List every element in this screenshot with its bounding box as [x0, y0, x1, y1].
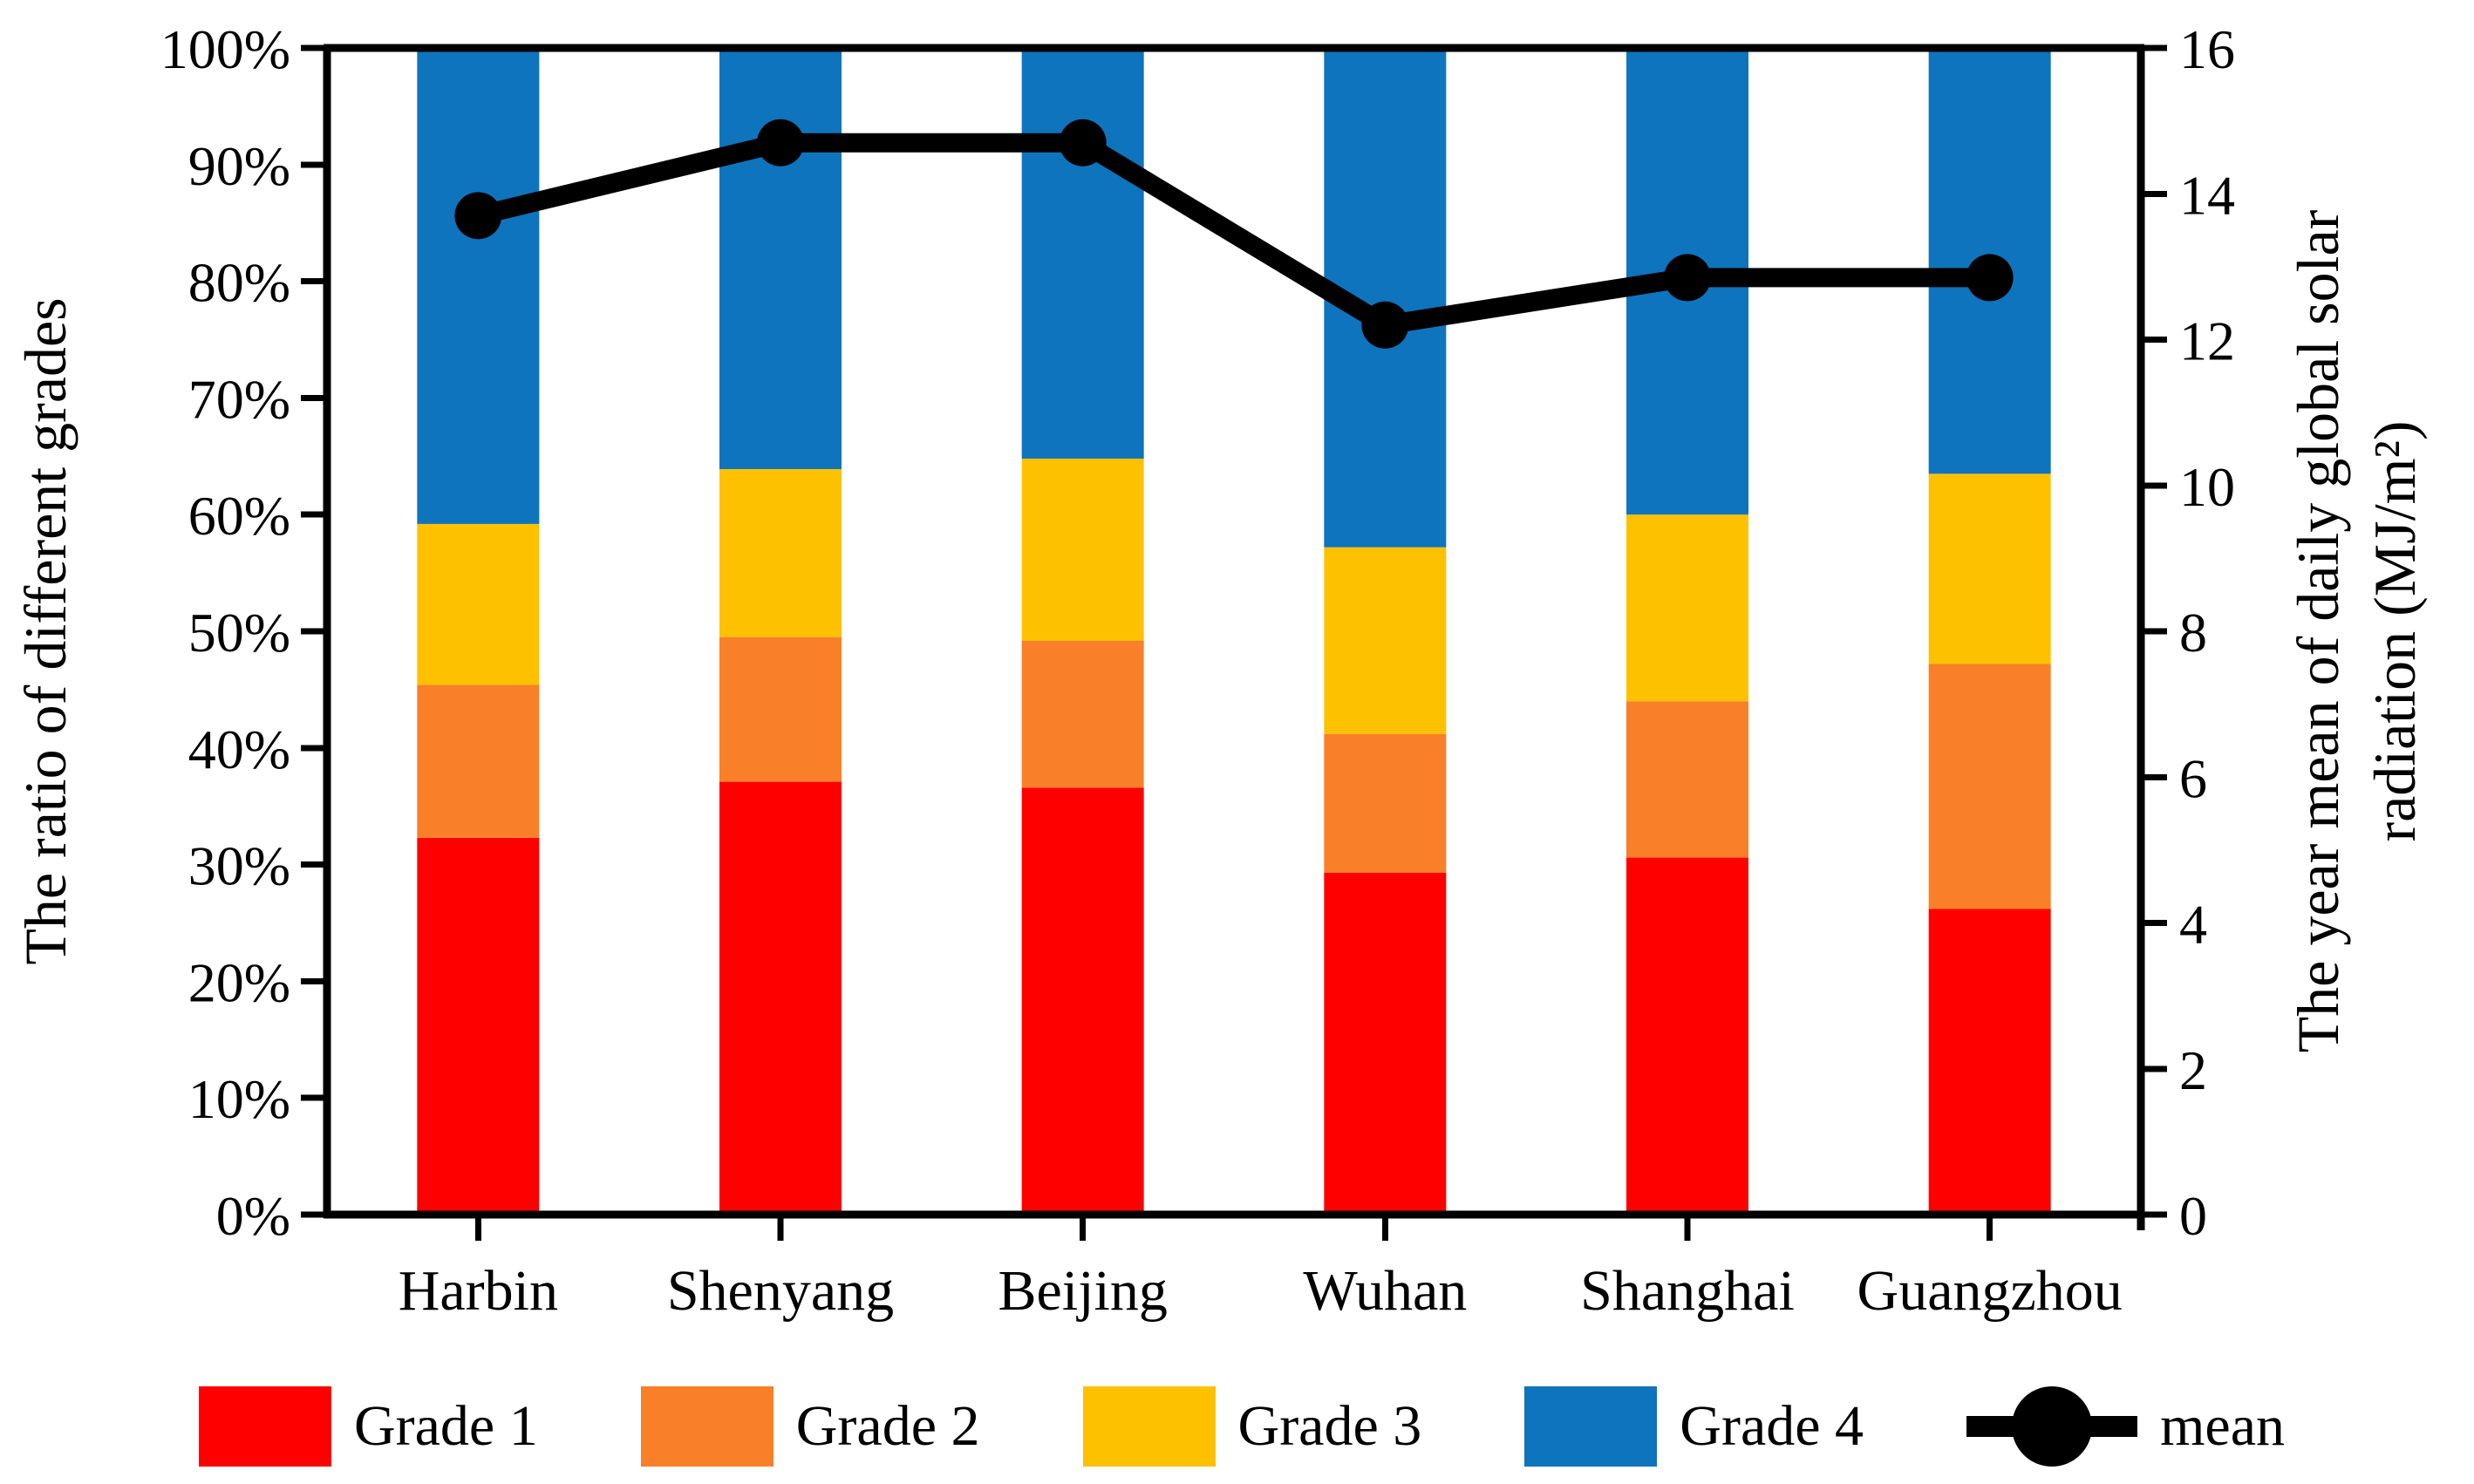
- legend-label-grade-3: Grade 3: [1237, 1394, 1422, 1458]
- left-axis-tick-label: 20%: [188, 951, 290, 1013]
- left-axis-tick-label: 30%: [188, 835, 290, 897]
- left-axis-title: The ratio of different grades: [12, 297, 78, 965]
- left-axis-tick-label: 90%: [188, 135, 290, 197]
- right-axis-title-line1: The year mean of daily global solar: [2285, 209, 2351, 1053]
- bar-segment-grade-3-harbin: [417, 523, 540, 685]
- right-axis-tick-label: 16: [2179, 18, 2235, 80]
- mean-point-guangzhou: [1966, 254, 2014, 302]
- mean-point-wuhan: [1361, 301, 1409, 349]
- left-axis-tick-label: 100%: [160, 18, 290, 80]
- left-axis-tick-label: 80%: [188, 252, 290, 314]
- bar-segment-grade-2-guangzhou: [1928, 664, 2051, 909]
- mean-glyph-dot: [2012, 1386, 2093, 1467]
- right-axis-title: The year mean of daily global solar radi…: [2280, 21, 2433, 1242]
- left-axis-tick-label: 0%: [216, 1185, 290, 1247]
- mean-point-beijing: [1059, 119, 1107, 167]
- legend-label-grade-4: Grade 4: [1680, 1394, 1864, 1458]
- left-axis-tick-label: 50%: [188, 602, 290, 664]
- bar-segment-grade-3-guangzhou: [1928, 473, 2051, 664]
- legend-item-grade-2: Grade 2: [640, 1383, 980, 1470]
- legend-item-mean: mean: [1966, 1383, 2285, 1470]
- bar-segment-grade-1-shenyang: [719, 781, 842, 1215]
- bar-segment-grade-1-shanghai: [1626, 857, 1748, 1215]
- legend-swatch-grade-2: [640, 1386, 774, 1467]
- mean-point-shanghai: [1664, 254, 1711, 302]
- bar-segment-grade-1-beijing: [1021, 787, 1144, 1215]
- legend-item-grade-1: Grade 1: [199, 1383, 538, 1470]
- legend-item-grade-3: Grade 3: [1082, 1383, 1422, 1470]
- right-axis-tick-label: 8: [2179, 602, 2207, 664]
- left-axis-tick-label: 60%: [188, 485, 290, 547]
- bar-segment-grade-1-harbin: [417, 837, 540, 1215]
- bar-segment-grade-1-guangzhou: [1928, 909, 2051, 1215]
- bar-segment-grade-4-beijing: [1021, 48, 1144, 459]
- right-axis-tick-label: 0: [2179, 1185, 2207, 1247]
- bar-segment-grade-3-shenyang: [719, 469, 842, 637]
- mean-point-harbin: [454, 192, 502, 240]
- right-axis-tick-label: 6: [2179, 747, 2207, 809]
- x-axis-label-harbin: Harbin: [399, 1259, 558, 1323]
- x-axis-label-guangzhou: Guangzhou: [1857, 1259, 2123, 1323]
- x-axis-label-shenyang: Shenyang: [667, 1259, 894, 1323]
- left-axis-tick-label: 70%: [188, 368, 290, 430]
- left-axis-tick-label: 10%: [188, 1068, 290, 1130]
- bar-segment-grade-3-wuhan: [1324, 547, 1447, 734]
- bar-segment-grade-3-shanghai: [1626, 514, 1748, 702]
- legend: Grade 1 Grade 2 Grade 3 Grade 4 mean: [199, 1383, 2285, 1470]
- bar-segment-grade-2-harbin: [417, 684, 540, 838]
- left-axis-tick-label: 40%: [188, 718, 290, 780]
- right-axis-title-line2: radiation (MJ/m²): [2362, 420, 2428, 842]
- bar-segment-grade-3-beijing: [1021, 458, 1144, 641]
- legend-label-mean: mean: [2160, 1394, 2285, 1458]
- legend-swatch-grade-3: [1082, 1386, 1216, 1467]
- right-axis-tick-label: 4: [2179, 894, 2207, 956]
- mean-line: [468, 133, 2000, 335]
- right-axis-tick-label: 2: [2179, 1039, 2207, 1101]
- mean-line-marker-icon: [1966, 1386, 2138, 1467]
- x-axis-label-shanghai: Shanghai: [1580, 1259, 1795, 1323]
- right-axis-tick-label: 14: [2179, 164, 2235, 226]
- legend-label-grade-2: Grade 2: [795, 1394, 980, 1458]
- mean-point-shenyang: [757, 119, 804, 167]
- bar-segment-grade-2-shenyang: [719, 636, 842, 782]
- legend-item-grade-4: Grade 4: [1524, 1383, 1864, 1470]
- right-axis-tick-label: 12: [2179, 310, 2235, 372]
- bar-segment-grade-2-beijing: [1021, 640, 1144, 788]
- legend-swatch-grade-4: [1524, 1386, 1658, 1467]
- bar-segment-grade-4-shenyang: [719, 48, 842, 470]
- legend-label-grade-1: Grade 1: [354, 1394, 538, 1458]
- bar-segment-grade-4-harbin: [417, 48, 540, 524]
- x-axis-label-wuhan: Wuhan: [1303, 1259, 1467, 1323]
- x-axis-label-beijing: Beijing: [998, 1259, 1168, 1323]
- bar-segment-grade-2-wuhan: [1324, 733, 1447, 873]
- bar-segment-grade-1-wuhan: [1324, 872, 1447, 1215]
- legend-swatch-grade-1: [199, 1386, 331, 1467]
- bar-segment-grade-2-shanghai: [1626, 701, 1748, 858]
- right-axis-tick-label: 10: [2179, 456, 2235, 518]
